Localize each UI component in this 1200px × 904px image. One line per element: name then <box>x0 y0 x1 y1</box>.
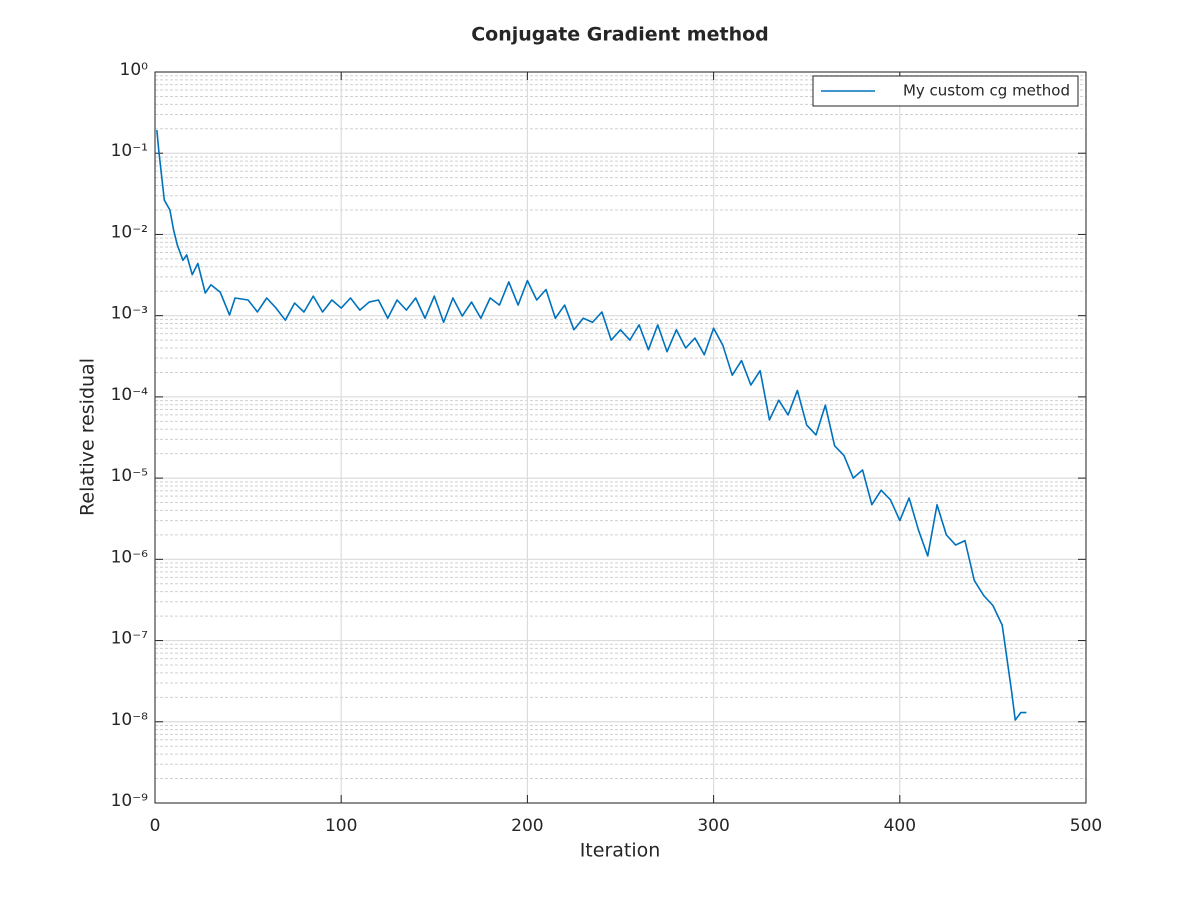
legend-label: My custom cg method <box>903 82 1070 100</box>
y-tick-label: 10⁻² <box>111 222 148 242</box>
y-axis-label: Relative residual <box>77 358 99 516</box>
x-tick-label: 200 <box>511 816 543 836</box>
y-tick-label: 10⁻⁹ <box>111 791 149 811</box>
data-line <box>156 129 1027 721</box>
y-tick-label: 10⁻⁴ <box>111 385 149 405</box>
y-tick-label: 10⁻⁶ <box>111 547 149 567</box>
x-tick-label: 300 <box>697 816 729 836</box>
x-axis-label: Iteration <box>580 840 661 862</box>
y-tick-label: 10⁻³ <box>111 304 148 324</box>
y-tick-label: 10⁻⁸ <box>111 710 149 730</box>
chart-title: Conjugate Gradient method <box>471 24 769 46</box>
y-tick-label: 10⁰ <box>120 60 149 80</box>
x-tick-label: 500 <box>1070 816 1102 836</box>
y-tick-label: 10⁻⁷ <box>111 629 149 649</box>
y-tick-label: 10⁻¹ <box>111 141 148 161</box>
x-tick-label: 0 <box>150 816 161 836</box>
plot-frame <box>154 71 1087 804</box>
x-tick-label: 100 <box>325 816 357 836</box>
y-tick-label: 10⁻⁵ <box>111 466 148 486</box>
x-tick-label: 400 <box>884 816 916 836</box>
